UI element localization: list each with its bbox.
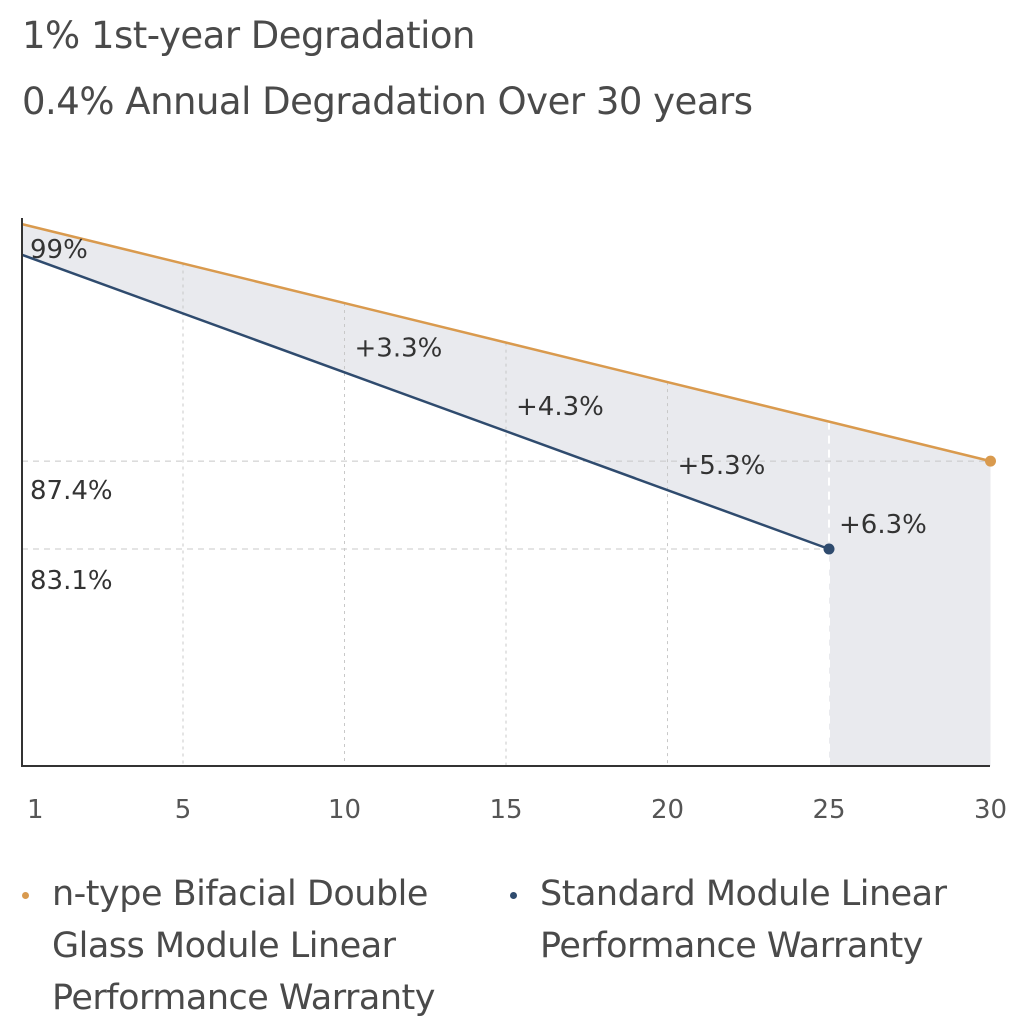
series-point-standard-end (823, 543, 835, 555)
y-value-label-831: 83.1% (30, 566, 113, 596)
gain-label-25: +6.3% (839, 510, 927, 540)
legend-dot-standard (510, 892, 517, 899)
x-tick-label-1: 1 (27, 795, 44, 825)
x-tick-label-25: 25 (812, 795, 845, 825)
x-tick-label-20: 20 (651, 795, 684, 825)
x-tick-label-5: 5 (175, 795, 192, 825)
series-point-ntype-end (985, 455, 996, 467)
y-value-label-874: 87.4% (30, 476, 113, 506)
legend-label-standard: Standard Module Linear Performance Warra… (540, 874, 947, 966)
series-line-ntype (21, 222, 991, 463)
legend-dot-ntype (22, 892, 29, 899)
legend-item-ntype: n-type Bifacial Double Glass Module Line… (22, 868, 492, 1024)
warranty-chart: 1 5 10 15 20 25 3099%87.4%83.1%+3.3%+4.3%+5.3%… (21, 218, 1007, 825)
heading-first-year-degradation: 1% 1st-year Degradation (22, 14, 475, 57)
x-tick-label-15: 15 (489, 795, 522, 825)
x-tick-label-30: 30 (974, 795, 1007, 825)
legend-label-ntype: n-type Bifacial Double Glass Module Line… (52, 874, 435, 1018)
gain-label-10: +3.3% (355, 333, 443, 363)
legend-item-standard: Standard Module Linear Performance Warra… (510, 868, 1010, 972)
advantage-band-tail (829, 421, 991, 766)
advantage-band (22, 224, 829, 549)
gain-label-15: +4.3% (516, 392, 604, 422)
heading-annual-degradation: 0.4% Annual Degradation Over 30 years (22, 80, 753, 123)
x-tick-label-10: 10 (328, 795, 361, 825)
y-value-label-99: 99% (30, 235, 88, 265)
gain-label-20: +5.3% (678, 451, 766, 481)
series-line-standard (21, 253, 830, 551)
